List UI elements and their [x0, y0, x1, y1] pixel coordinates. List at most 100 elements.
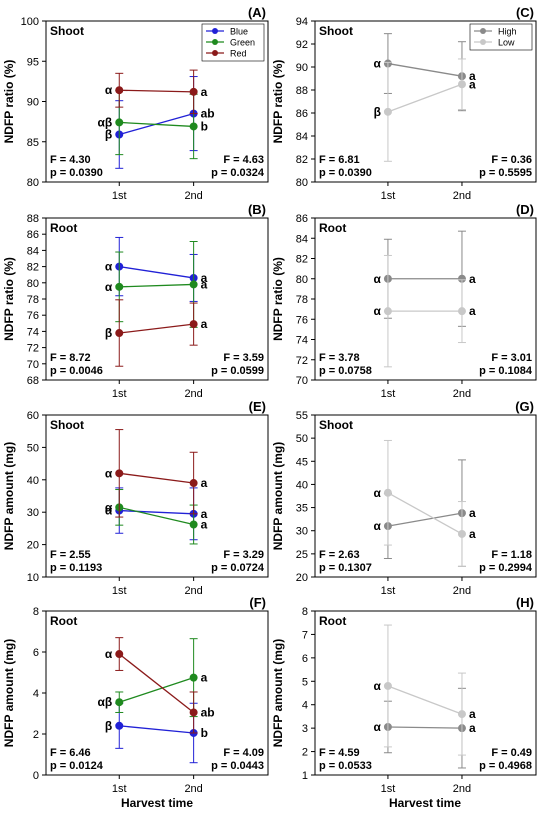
x-tick-label: 1st	[112, 585, 127, 597]
y-tick-label: 88	[27, 213, 39, 225]
y-tick-label: 7	[302, 629, 308, 641]
stats-left-p: p = 0.0758	[319, 365, 372, 377]
data-point	[457, 529, 466, 538]
stats-right-p: p = 0.0724	[211, 562, 265, 574]
y-tick-label: 2	[33, 729, 39, 741]
sig-letter-right: ab	[201, 107, 215, 121]
series-line	[387, 512, 463, 527]
plot-frame	[314, 610, 537, 776]
y-tick-label: 50	[27, 442, 39, 454]
data-point	[189, 479, 198, 488]
y-tick-label: 68	[27, 375, 39, 387]
y-tick-label: 94	[296, 16, 308, 28]
data-point	[115, 86, 124, 95]
sig-letter-right: a	[201, 476, 208, 490]
data-point	[115, 282, 124, 291]
y-axis-label: NDFP ratio (%)	[2, 60, 16, 144]
y-tick-label: 4	[33, 688, 39, 700]
stats-right-f: F = 4.63	[223, 154, 264, 166]
series-line	[118, 653, 195, 713]
y-tick-label: 30	[296, 526, 308, 538]
series-high: αa	[374, 33, 476, 112]
x-tick-label: 2nd	[184, 388, 202, 400]
stats-left-f: F = 2.63	[319, 549, 360, 561]
legend-label: Red	[230, 49, 247, 59]
data-point	[189, 87, 198, 96]
y-tick-label: 40	[27, 475, 39, 487]
y-tick-label: 95	[27, 56, 39, 68]
series-red: αa	[105, 429, 208, 518]
y-tick-label: 80	[27, 278, 39, 290]
stats-left-f: F = 6.46	[50, 747, 91, 759]
stats-right-p: p = 0.0324	[211, 167, 265, 179]
y-tick-label: 35	[296, 503, 308, 515]
data-point	[115, 650, 124, 659]
y-tick-label: 20	[296, 572, 308, 584]
series-line	[387, 492, 463, 535]
y-tick-label: 74	[296, 335, 308, 347]
sig-letter-left: β	[374, 105, 381, 119]
panel-e: 10 20 30 40 50 60 1st 2nd NDFP amount (mg) (E) Sho…	[2, 399, 269, 597]
sig-letter-right: a	[469, 721, 476, 735]
data-point	[457, 710, 466, 719]
y-axis-label: NDFP amount (mg)	[2, 639, 16, 747]
sig-letter-left: α	[374, 679, 382, 693]
series-line	[387, 726, 462, 729]
y-tick-label: 70	[296, 375, 308, 387]
panel-label: (F)	[249, 595, 266, 610]
tissue-label: Shoot	[319, 24, 353, 38]
sig-letter-right: a	[469, 77, 476, 91]
series-line	[387, 83, 463, 113]
plot-frame	[45, 414, 269, 578]
plot-frame	[314, 414, 537, 578]
y-tick-label: 50	[296, 433, 308, 445]
y-tick-label: 1	[302, 770, 308, 782]
stats-left-p: p = 0.0390	[319, 167, 372, 179]
sig-letter-right: ab	[201, 705, 215, 719]
x-axis-label-right: Harvest time	[389, 796, 461, 810]
y-tick-label: 6	[302, 653, 308, 665]
sig-letter-right: a	[201, 85, 208, 99]
sig-letter-right: a	[201, 271, 208, 285]
x-tick-label: 1st	[112, 783, 127, 795]
data-point	[189, 673, 198, 682]
legend-swatch-marker	[212, 50, 218, 56]
stats-left-p: p = 0.0046	[50, 365, 103, 377]
panel-label: (G)	[515, 399, 534, 414]
sig-letter-right: a	[469, 527, 476, 541]
data-point	[115, 721, 124, 730]
y-tick-label: 25	[296, 549, 308, 561]
sig-letter-right: a	[469, 272, 476, 286]
legend-label: Low	[498, 38, 515, 48]
plot-frame	[314, 20, 537, 183]
stats-right-f: F = 4.09	[223, 747, 264, 759]
data-point	[189, 280, 198, 289]
stats-right-p: p = 0.0443	[211, 760, 264, 772]
stats-right-f: F = 3.59	[223, 352, 264, 364]
sig-letter-left: α	[105, 83, 113, 97]
tissue-label: Root	[319, 614, 346, 628]
y-tick-label: 4	[302, 700, 308, 712]
y-tick-label: 5	[302, 676, 308, 688]
sig-letter-left: α	[374, 519, 382, 533]
legend-swatch-marker	[480, 39, 486, 45]
stats-left-f: F = 4.30	[50, 154, 91, 166]
sig-letter-right: b	[201, 119, 208, 133]
series-line	[119, 509, 194, 515]
y-tick-label: 8	[302, 606, 308, 618]
y-tick-label: 86	[27, 229, 39, 241]
y-axis-label: NDFP ratio (%)	[271, 257, 285, 341]
sig-letter-right: a	[469, 304, 476, 318]
sig-letter-right: a	[201, 507, 208, 521]
series-line	[119, 725, 194, 734]
legend-label: Green	[230, 38, 255, 48]
tissue-label: Root	[50, 221, 77, 235]
sig-letter-left: α	[105, 466, 113, 480]
stats-left-p: p = 0.0124	[50, 760, 104, 772]
